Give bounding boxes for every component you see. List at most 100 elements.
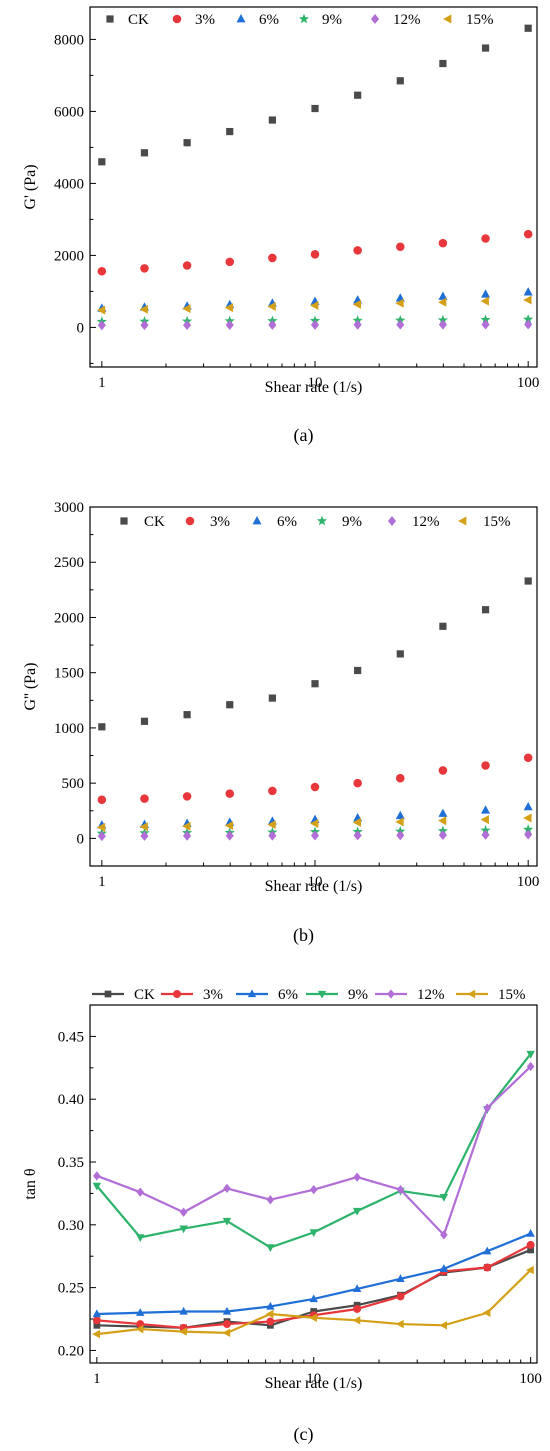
legend-item-12pct: 12% — [370, 12, 421, 28]
x-tick-label: 100 — [517, 375, 540, 391]
data-point-12pct — [225, 320, 234, 330]
data-point-3pct — [97, 266, 107, 276]
series-3pct — [97, 753, 533, 804]
data-point-3pct — [483, 1263, 492, 1272]
data-point-6pct — [438, 291, 448, 300]
data-point-12pct — [353, 319, 362, 330]
data-point-15pct — [310, 818, 319, 828]
legend-label: CK — [134, 987, 155, 1003]
legend-label: CK — [128, 12, 149, 28]
series-ck — [98, 577, 532, 731]
data-point-15pct — [182, 304, 191, 314]
x-tick-label: 10 — [306, 1371, 321, 1387]
legend-marker — [387, 516, 397, 526]
series-6pct — [92, 1228, 535, 1318]
series-9pct — [92, 1050, 535, 1253]
data-point-15pct — [267, 820, 276, 830]
legend-label: 3% — [195, 12, 215, 28]
data-point-3pct — [182, 792, 192, 801]
data-point-9pct — [437, 314, 449, 325]
legend-label: 6% — [277, 514, 297, 530]
legend-label: 3% — [210, 514, 230, 530]
legend-label: 6% — [259, 12, 279, 28]
x-tick-label: 100 — [517, 874, 540, 890]
data-point-6pct — [438, 808, 448, 817]
data-point-9pct — [92, 1182, 102, 1191]
panel-label: (c) — [294, 1424, 314, 1445]
series-15pct — [92, 1265, 534, 1339]
x-tick-label: 1 — [93, 1371, 101, 1387]
data-point-9pct — [136, 1234, 145, 1243]
legend-marker — [172, 14, 182, 24]
x-tick-label: 1 — [98, 375, 106, 391]
x-axis-label: Shear rate (1/s) — [265, 1375, 363, 1392]
data-point-6pct — [136, 1308, 145, 1316]
y-axis-label: G'' (Pa) — [22, 663, 39, 711]
data-point-12pct — [440, 1230, 448, 1240]
legend-marker — [173, 990, 181, 998]
series-line-12pct — [96, 1065, 532, 1236]
data-point-12pct — [140, 320, 149, 331]
data-point-12pct — [481, 319, 490, 330]
legend-label: 3% — [203, 987, 223, 1003]
data-point-9pct — [526, 1050, 535, 1059]
data-point-12pct — [183, 830, 192, 841]
data-point-12pct — [526, 1061, 535, 1072]
data-point-15pct — [437, 816, 447, 826]
data-point-6pct — [352, 1284, 362, 1293]
data-point-6pct — [222, 1306, 232, 1315]
data-point-6pct — [179, 1306, 188, 1315]
legend-marker — [104, 990, 112, 998]
data-point-ck — [140, 149, 149, 157]
y-tick-label: 0.40 — [58, 1092, 84, 1108]
legend-label: 9% — [342, 514, 362, 530]
data-point-3pct — [396, 1292, 405, 1301]
legend-label: CK — [144, 514, 165, 530]
data-point-15pct — [135, 1324, 144, 1334]
data-point-6pct — [439, 1264, 449, 1272]
data-point-9pct — [222, 1217, 232, 1226]
legend-item-3pct: 3% — [185, 514, 230, 530]
x-tick-label: 100 — [519, 1371, 542, 1387]
legend: CK 3% 6% 9% 12% 15% — [92, 987, 526, 1003]
series-12pct — [97, 319, 533, 331]
data-point-15pct — [92, 1329, 100, 1339]
data-point-12pct — [481, 829, 490, 840]
y-tick-label: 0.25 — [58, 1281, 84, 1297]
legend-marker — [370, 14, 380, 24]
data-point-12pct — [396, 1185, 405, 1195]
legend-item-15pct: 15% — [458, 514, 511, 530]
data-point-ck — [226, 701, 234, 709]
data-point-12pct — [438, 830, 447, 841]
data-point-15pct — [437, 297, 447, 307]
data-point-ck — [524, 577, 532, 585]
data-point-15pct — [395, 1319, 404, 1329]
legend-item-6pct: 6% — [252, 514, 297, 530]
legend-label: 9% — [348, 987, 368, 1003]
data-point-ck — [140, 717, 149, 725]
series-3pct — [92, 1240, 535, 1332]
data-point-12pct — [524, 829, 533, 840]
data-point-6pct — [266, 1301, 275, 1310]
legend-item-15pct: 15% — [456, 987, 526, 1003]
data-point-6pct — [395, 810, 405, 820]
data-point-9pct — [523, 314, 534, 324]
data-point-12pct — [396, 319, 405, 330]
data-point-12pct — [353, 830, 362, 841]
data-point-ck — [93, 1321, 101, 1329]
data-point-12pct — [310, 319, 320, 330]
legend-marker — [458, 516, 467, 526]
data-point-15pct — [480, 296, 489, 306]
data-point-12pct — [396, 830, 405, 841]
legend-item-15pct: 15% — [443, 12, 494, 28]
data-point-15pct — [395, 817, 404, 827]
legend-marker — [316, 515, 328, 526]
data-point-15pct — [309, 1313, 317, 1322]
data-point-9pct — [352, 1207, 362, 1216]
data-point-6pct — [483, 1246, 492, 1255]
data-point-12pct — [179, 1207, 188, 1217]
legend-item-9pct: 9% — [298, 12, 342, 28]
y-tick-label: 8000 — [54, 32, 84, 48]
data-point-15pct — [267, 302, 276, 312]
